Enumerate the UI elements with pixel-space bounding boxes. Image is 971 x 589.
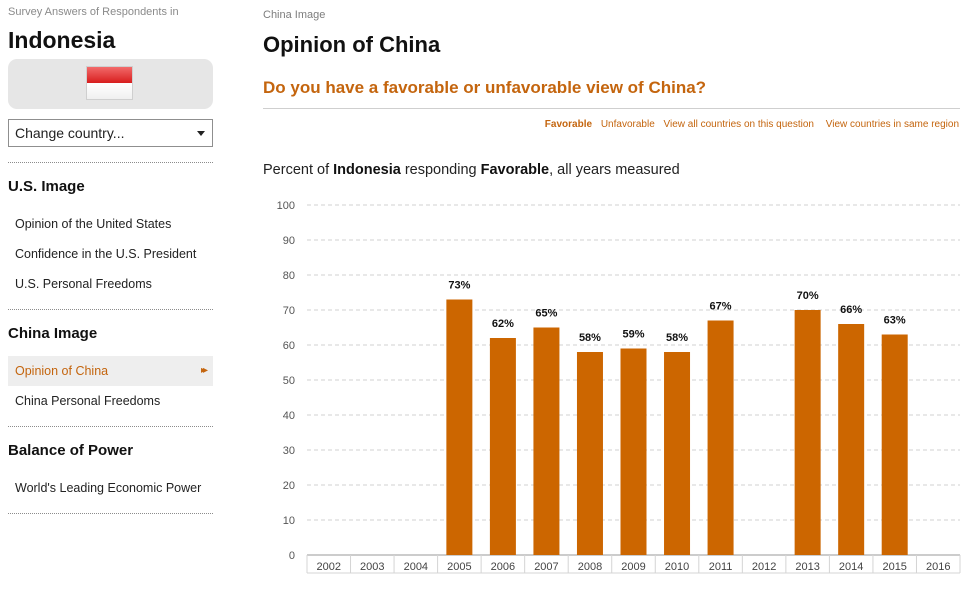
- bar: [838, 324, 865, 555]
- data-label: 66%: [840, 304, 862, 316]
- change-country-select[interactable]: Change country...: [8, 119, 213, 147]
- change-country-label: Change country...: [15, 125, 125, 141]
- sidebar: Survey Answers of Respondents in Indones…: [0, 0, 222, 589]
- section-title-balance-of-power: Balance of Power: [8, 442, 134, 459]
- y-tick-label: 50: [283, 375, 295, 387]
- main-content: China Image Opinion of China Do you have…: [263, 0, 971, 589]
- nav-item-china-personal-freedoms[interactable]: China Personal Freedoms: [15, 394, 161, 408]
- divider: [8, 513, 213, 514]
- favorable-link[interactable]: Favorable: [544, 119, 593, 130]
- nav-item-opinion-of-us[interactable]: Opinion of the United States: [15, 217, 172, 231]
- view-same-region-link[interactable]: View countries in same region: [825, 119, 959, 130]
- bar: [446, 299, 473, 555]
- x-tick-label: 2014: [839, 561, 863, 573]
- y-tick-label: 80: [283, 270, 295, 282]
- unfavorable-link[interactable]: Unfavorable: [600, 119, 655, 130]
- country-name: Indonesia: [8, 27, 116, 53]
- data-label: 67%: [710, 301, 732, 313]
- y-tick-label: 100: [277, 200, 295, 212]
- x-tick-label: 2003: [360, 561, 384, 573]
- y-tick-label: 0: [289, 550, 295, 562]
- divider: [8, 162, 213, 163]
- section-title-us-image: U.S. Image: [8, 178, 85, 195]
- view-links: Favorable Unfavorable View all countries…: [539, 119, 959, 130]
- nav-item-opinion-of-china[interactable]: Opinion of China ▸▸: [8, 356, 213, 386]
- view-all-countries-link[interactable]: View all countries on this question: [663, 119, 814, 130]
- nav-item-leading-economic-power[interactable]: World's Leading Economic Power: [15, 481, 202, 495]
- nav-item-confidence-us-president[interactable]: Confidence in the U.S. President: [15, 247, 197, 261]
- data-label: 62%: [492, 318, 514, 330]
- chart-subtitle: Percent of Indonesia responding Favorabl…: [263, 162, 680, 178]
- y-tick-label: 60: [283, 340, 295, 352]
- flag-panel: [8, 59, 213, 109]
- x-tick-label: 2005: [447, 561, 471, 573]
- page-title: Opinion of China: [263, 32, 441, 57]
- bar: [489, 338, 516, 555]
- data-label: 65%: [535, 308, 557, 320]
- y-tick-label: 70: [283, 305, 295, 317]
- y-tick-label: 40: [283, 410, 295, 422]
- x-tick-label: 2007: [534, 561, 558, 573]
- x-tick-label: 2016: [926, 561, 950, 573]
- double-chevron-right-icon: ▸▸: [200, 365, 208, 376]
- chevron-down-icon: [197, 131, 205, 136]
- y-tick-label: 30: [283, 445, 295, 457]
- bar: [881, 334, 908, 555]
- indonesia-flag-icon: [86, 66, 133, 100]
- data-label: 58%: [579, 332, 601, 344]
- section-title-china-image: China Image: [8, 325, 98, 342]
- x-tick-label: 2011: [709, 561, 733, 573]
- x-tick-label: 2009: [621, 561, 645, 573]
- bar: [707, 320, 734, 555]
- bar: [620, 348, 647, 555]
- x-tick-label: 2002: [317, 561, 341, 573]
- y-tick-label: 10: [283, 515, 295, 527]
- data-label: 59%: [622, 329, 644, 341]
- bar-chart: 0 10 20 30 40 50 60 70 80 90 100 2002 2003 2004 2005 73…: [277, 200, 961, 574]
- x-tick-label: 2006: [491, 561, 515, 573]
- y-tick-label: 20: [283, 480, 295, 492]
- bar: [576, 352, 603, 555]
- x-tick-label: 2015: [882, 561, 906, 573]
- sidebar-eyebrow: Survey Answers of Respondents in: [8, 6, 179, 18]
- divider: [8, 426, 213, 427]
- x-tick-label: 2013: [795, 561, 819, 573]
- data-label: 58%: [666, 332, 688, 344]
- divider: [8, 309, 213, 310]
- x-tick-label: 2008: [578, 561, 602, 573]
- divider: [263, 108, 960, 109]
- subtitle-response: Favorable: [480, 162, 550, 178]
- breadcrumb[interactable]: China Image: [263, 9, 326, 21]
- bar: [664, 352, 691, 555]
- y-tick-label: 90: [283, 235, 295, 247]
- bar: [533, 327, 560, 555]
- x-tick-label: 2012: [752, 561, 776, 573]
- x-tick-label: 2004: [404, 561, 428, 573]
- subtitle-country: Indonesia: [333, 162, 401, 178]
- data-label: 70%: [797, 290, 819, 302]
- bar: [794, 310, 821, 555]
- data-label: 73%: [448, 280, 470, 292]
- nav-item-label: Opinion of China: [15, 364, 109, 378]
- survey-question: Do you have a favorable or unfavorable v…: [263, 78, 707, 97]
- x-tick-label: 2010: [665, 561, 689, 573]
- data-label: 63%: [884, 315, 906, 327]
- nav-item-us-personal-freedoms[interactable]: U.S. Personal Freedoms: [15, 277, 152, 291]
